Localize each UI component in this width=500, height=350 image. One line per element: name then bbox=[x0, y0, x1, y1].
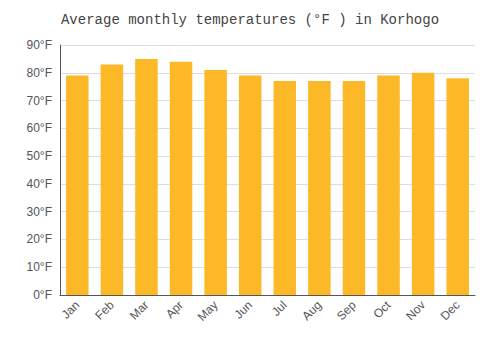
svg-text:Jul: Jul bbox=[269, 298, 290, 319]
svg-text:Mar: Mar bbox=[127, 298, 152, 322]
svg-text:Apr: Apr bbox=[163, 298, 186, 321]
svg-text:0°F: 0°F bbox=[33, 288, 52, 302]
svg-text:Dec: Dec bbox=[438, 298, 463, 323]
svg-text:40°F: 40°F bbox=[27, 177, 52, 191]
svg-text:May: May bbox=[195, 298, 221, 324]
svg-text:Jun: Jun bbox=[232, 298, 256, 322]
svg-text:Oct: Oct bbox=[370, 298, 394, 322]
svg-text:30°F: 30°F bbox=[27, 205, 52, 219]
svg-text:Feb: Feb bbox=[92, 298, 117, 323]
svg-text:60°F: 60°F bbox=[27, 121, 52, 135]
svg-text:Sep: Sep bbox=[334, 298, 359, 323]
svg-text:Jan: Jan bbox=[59, 298, 83, 322]
svg-text:70°F: 70°F bbox=[27, 94, 52, 108]
svg-text:20°F: 20°F bbox=[27, 232, 52, 246]
svg-text:80°F: 80°F bbox=[27, 66, 52, 80]
svg-text:10°F: 10°F bbox=[27, 260, 52, 274]
svg-text:Aug: Aug bbox=[299, 298, 324, 323]
svg-text:50°F: 50°F bbox=[27, 149, 52, 163]
svg-text:Average monthly temperatures (: Average monthly temperatures (°F ) in Ko… bbox=[61, 12, 439, 28]
svg-text:Nov: Nov bbox=[403, 298, 428, 323]
svg-text:90°F: 90°F bbox=[27, 38, 52, 52]
